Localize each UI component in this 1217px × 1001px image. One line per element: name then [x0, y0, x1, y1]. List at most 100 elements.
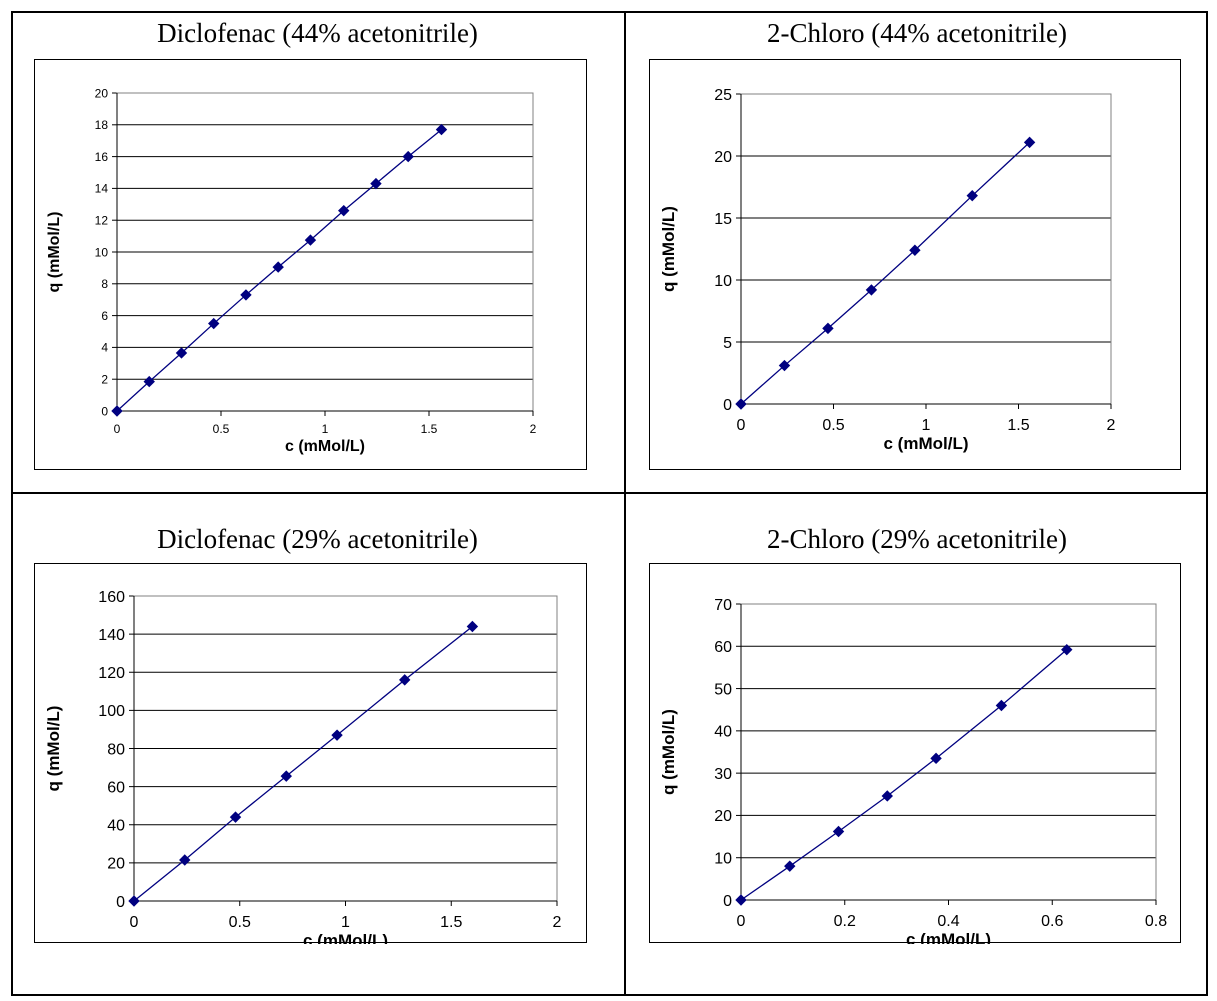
x-tick-label: 0: [130, 914, 139, 931]
x-tick-label: 0.5: [822, 417, 844, 434]
data-point: [881, 790, 893, 802]
y-tick-label: 0: [723, 893, 732, 910]
data-point: [272, 261, 284, 273]
y-tick-label: 20: [714, 808, 732, 825]
y-tick-label: 120: [98, 665, 125, 682]
data-point: [1023, 136, 1036, 149]
y-tick-label: 20: [714, 149, 732, 166]
y-tick-label: 100: [98, 703, 125, 720]
x-tick-label: 0.5: [213, 422, 230, 436]
chart-frame-1: 0 5 10 15 20 25 0 0.5 1 1.5 2 c (mMol/L) q (mMol/L): [649, 59, 1181, 470]
data-point: [1061, 643, 1073, 656]
x-tick-label: 1.5: [440, 914, 462, 931]
y-tick-label: 0: [116, 894, 125, 911]
chart-2-chloro-44: 0 5 10 15 20 25 0 0.5 1 1.5 2 c (mMol/L) q (mMol/L): [659, 87, 1116, 453]
y-tick-label: 25: [714, 87, 732, 104]
y-tick-label: 14: [95, 182, 109, 196]
data-point: [435, 123, 448, 136]
y-tick-label: 30: [714, 766, 732, 783]
y-tick-label: 40: [714, 724, 732, 741]
data-point: [143, 375, 155, 388]
data-point: [995, 699, 1008, 712]
x-tick-label: 1: [341, 914, 350, 931]
y-tick-label: 0: [101, 404, 108, 418]
x-tick-label: 0.2: [834, 913, 856, 930]
x-tick-label: 1: [922, 417, 931, 434]
y-tick-label: 10: [714, 273, 732, 290]
panel-title-1: 2-Chloro (44% acetonitrile): [767, 18, 1067, 48]
figure-table: [11, 11, 1208, 996]
data-point: [304, 234, 317, 246]
chart-frame-2: 0 20 40 60 80 100 120 140 160 0 0.5 1 1.5 2 c (mMol/L)…: [34, 563, 587, 950]
plot-area: [740, 603, 1157, 901]
y-tick-label: 0: [723, 397, 732, 414]
data-point: [966, 189, 978, 202]
panel-title-0: Diclofenac (44% acetonitrile): [157, 18, 478, 48]
chart-frame-0: 0 2 4 6 8 10 12 14 16 18 20 0 0.5 1 1.5 2 c (mMol/L) q (m…: [34, 59, 587, 470]
chart-2-chloro-29: 0 10 20 30 40 50 60 70 0 0.2 0.4 0.6 0.8 c (mMol/L) q …: [659, 597, 1167, 949]
data-point: [399, 674, 411, 686]
panel-title-2: Diclofenac (29% acetonitrile): [157, 524, 478, 554]
data-point: [280, 770, 292, 782]
y-tick-label: 20: [95, 86, 109, 100]
data-point: [822, 322, 834, 335]
data-point: [331, 729, 343, 741]
y-axis-label: q (mMol/L): [44, 706, 63, 792]
x-tick-label: 0.5: [229, 914, 251, 931]
data-point: [466, 620, 479, 633]
x-tick-label: 0.8: [1145, 913, 1167, 930]
data-point: [338, 204, 350, 217]
x-tick-label: 1.5: [421, 422, 438, 436]
y-tick-label: 140: [98, 627, 125, 644]
data-point: [402, 150, 414, 163]
x-tick-label: 1: [322, 422, 329, 436]
data-point: [930, 752, 942, 765]
data-point: [784, 860, 796, 872]
y-tick-label: 12: [95, 214, 109, 228]
x-tick-label: 2: [553, 914, 562, 931]
y-tick-label: 60: [107, 779, 125, 796]
data-point: [179, 854, 191, 866]
data-point: [111, 405, 123, 417]
chart-diclofenac-29: 0 20 40 60 80 100 120 140 160 0 0.5 1 1.5 2 c (mMol/L)…: [44, 589, 562, 950]
y-tick-label: 10: [95, 245, 109, 259]
table-divider-vertical: [624, 11, 626, 996]
y-tick-label: 60: [714, 639, 732, 656]
x-axis-label: c (mMol/L): [303, 931, 388, 944]
y-axis-label: q (mMol/L): [659, 709, 678, 795]
y-tick-label: 18: [95, 118, 109, 132]
data-point: [128, 895, 140, 907]
x-tick-label: 1.5: [1007, 417, 1029, 434]
data-point: [370, 177, 382, 190]
x-tick-label: 0: [737, 417, 746, 434]
y-tick-label: 16: [95, 150, 109, 164]
x-tick-label: 0: [114, 422, 121, 436]
data-point: [229, 811, 242, 823]
x-tick-label: 2: [530, 422, 537, 436]
y-axis-label: q (mMol/L): [659, 206, 678, 292]
x-axis-label: c (mMol/L): [285, 438, 365, 455]
data-point: [735, 398, 747, 410]
y-tick-label: 8: [101, 277, 108, 291]
data-point: [240, 289, 252, 301]
data-point: [175, 347, 188, 359]
panel-title-3: 2-Chloro (29% acetonitrile): [767, 524, 1067, 554]
y-tick-label: 6: [101, 309, 108, 323]
y-tick-label: 15: [714, 211, 732, 228]
y-axis-label: q (mMol/L): [46, 212, 63, 293]
x-axis-label: c (mMol/L): [906, 930, 991, 944]
y-tick-label: 4: [101, 341, 108, 355]
y-tick-label: 40: [107, 818, 125, 835]
data-point: [778, 359, 791, 372]
data-point: [735, 894, 747, 906]
data-point: [909, 244, 921, 256]
data-point: [208, 317, 220, 330]
y-tick-label: 160: [98, 589, 125, 606]
data-point: [832, 825, 845, 838]
plot-area: [740, 93, 1112, 405]
y-tick-label: 20: [107, 856, 125, 873]
x-axis-label: c (mMol/L): [884, 434, 969, 453]
x-tick-label: 0.6: [1041, 913, 1063, 930]
chart-diclofenac-44: 0 2 4 6 8 10 12 14 16 18 20 0 0.5 1 1.5 2 c (mMol/L) q (m…: [46, 86, 537, 455]
y-tick-label: 50: [714, 681, 732, 698]
